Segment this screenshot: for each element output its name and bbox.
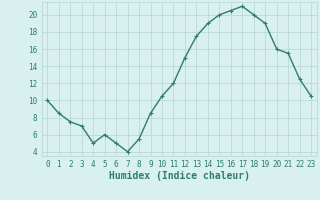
X-axis label: Humidex (Indice chaleur): Humidex (Indice chaleur) bbox=[109, 171, 250, 181]
